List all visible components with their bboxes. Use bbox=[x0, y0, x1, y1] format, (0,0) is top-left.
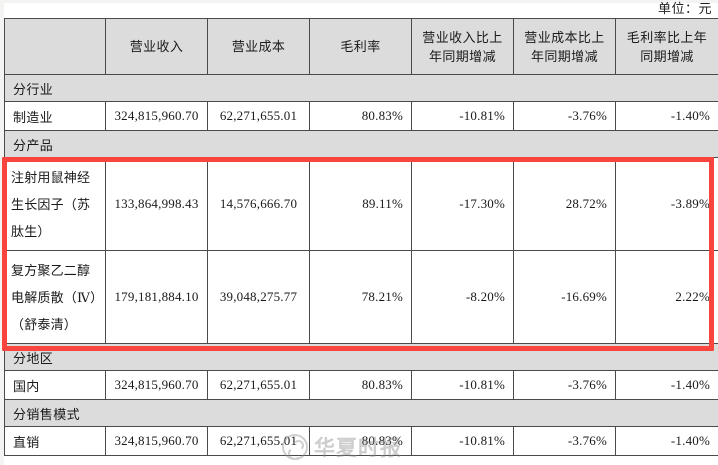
cell-revenue: 133,864,998.43 bbox=[105, 157, 208, 251]
column-header-category bbox=[4, 18, 106, 75]
cell-revenue-yoy: -8.20% bbox=[411, 250, 514, 344]
cell-revenue: 179,181,884.10 bbox=[105, 250, 208, 344]
section-label: 分地区 bbox=[4, 343, 718, 371]
table-header-row: 营业收入 营业成本 毛利率 营业收入比上年同期增减 营业成本比上年同期增减 毛利… bbox=[4, 18, 718, 75]
table-section-row: 分产品 bbox=[4, 130, 718, 158]
cell-cost: 62,271,655.01 bbox=[207, 101, 310, 131]
table-row: 复方聚乙二醇电解质散（Ⅳ）（舒泰清） 179,181,884.10 39,048… bbox=[4, 250, 718, 344]
table-row: 国内 324,815,960.70 62,271,655.01 80.83% -… bbox=[4, 370, 718, 400]
row-label: 制造业 bbox=[4, 101, 106, 131]
cell-gross-margin: 80.83% bbox=[309, 426, 412, 456]
column-header-cost-yoy: 营业成本比上年同期增减 bbox=[513, 18, 616, 75]
cell-revenue-yoy: -17.30% bbox=[411, 157, 514, 251]
section-label: 分销售模式 bbox=[4, 399, 718, 427]
cell-cost: 62,271,655.01 bbox=[207, 426, 310, 456]
cell-margin-yoy: -1.40% bbox=[615, 101, 718, 131]
page-edge-top bbox=[0, 0, 718, 3]
cell-cost-yoy: -3.76% bbox=[513, 101, 616, 131]
cell-revenue-yoy: -10.81% bbox=[411, 426, 514, 456]
cell-gross-margin: 80.83% bbox=[309, 101, 412, 131]
row-label: 直销 bbox=[4, 426, 106, 456]
cell-gross-margin: 78.21% bbox=[309, 250, 412, 344]
cell-margin-yoy: -1.40% bbox=[615, 370, 718, 400]
unit-label: 单位：元 bbox=[657, 1, 712, 16]
cell-cost: 39,048,275.77 bbox=[207, 250, 310, 344]
cell-gross-margin: 89.11% bbox=[309, 157, 412, 251]
table-section-row: 分地区 bbox=[4, 343, 718, 371]
column-header-revenue: 营业收入 bbox=[105, 18, 208, 75]
column-header-margin-yoy: 毛利率比上年同期增减 bbox=[615, 18, 718, 75]
cell-margin-yoy: -1.40% bbox=[615, 426, 718, 456]
cell-revenue-yoy: -10.81% bbox=[411, 101, 514, 131]
cell-cost: 62,271,655.01 bbox=[207, 370, 310, 400]
row-label: 复方聚乙二醇电解质散（Ⅳ）（舒泰清） bbox=[4, 250, 106, 344]
table-row: 注射用鼠神经生长因子（苏肽生） 133,864,998.43 14,576,66… bbox=[4, 157, 718, 251]
column-header-cost: 营业成本 bbox=[207, 18, 310, 75]
cell-cost-yoy: -16.69% bbox=[513, 250, 616, 344]
column-header-revenue-yoy: 营业收入比上年同期增减 bbox=[411, 18, 514, 75]
column-header-gross-margin: 毛利率 bbox=[309, 18, 412, 75]
table-section-row: 分行业 bbox=[4, 74, 718, 102]
cell-revenue: 324,815,960.70 bbox=[105, 101, 208, 131]
section-label: 分产品 bbox=[4, 130, 718, 158]
section-label: 分行业 bbox=[4, 74, 718, 102]
cell-revenue: 324,815,960.70 bbox=[105, 426, 208, 456]
table-body: 营业收入 营业成本 毛利率 营业收入比上年同期增减 营业成本比上年同期增减 毛利… bbox=[4, 18, 718, 456]
row-label: 国内 bbox=[4, 370, 106, 400]
cell-revenue: 324,815,960.70 bbox=[105, 370, 208, 400]
cell-cost-yoy: 28.72% bbox=[513, 157, 616, 251]
cell-cost-yoy: -3.76% bbox=[513, 426, 616, 456]
cell-margin-yoy: -3.89% bbox=[615, 157, 718, 251]
row-label: 注射用鼠神经生长因子（苏肽生） bbox=[4, 157, 106, 251]
table-section-row: 分销售模式 bbox=[4, 399, 718, 427]
cell-cost-yoy: -3.76% bbox=[513, 370, 616, 400]
financial-table: 营业收入 营业成本 毛利率 营业收入比上年同期增减 营业成本比上年同期增减 毛利… bbox=[4, 18, 718, 456]
financial-table-container: 营业收入 营业成本 毛利率 营业收入比上年同期增减 营业成本比上年同期增减 毛利… bbox=[4, 18, 718, 456]
table-row: 直销 324,815,960.70 62,271,655.01 80.83% -… bbox=[4, 426, 718, 456]
cell-margin-yoy: 2.22% bbox=[615, 250, 718, 344]
table-row: 制造业 324,815,960.70 62,271,655.01 80.83% … bbox=[4, 101, 718, 131]
cell-cost: 14,576,666.70 bbox=[207, 157, 310, 251]
cell-revenue-yoy: -10.81% bbox=[411, 370, 514, 400]
cell-gross-margin: 80.83% bbox=[309, 370, 412, 400]
